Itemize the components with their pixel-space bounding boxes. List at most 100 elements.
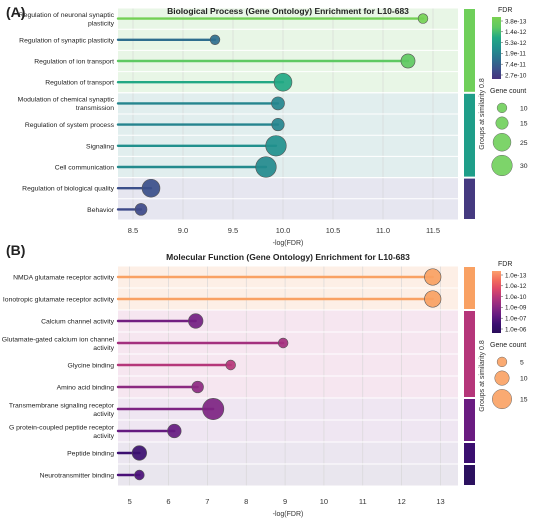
lollipop-point <box>209 34 221 45</box>
chart-biological-process: 8.5 9.0 9.5 10.0 10.5 11.0 11.5 Biological Proc… <box>18 6 528 247</box>
lollipop-point <box>131 445 147 461</box>
category-label: plasticity <box>88 20 115 27</box>
legend-fdr-label: 1.0e-07 <box>505 316 527 323</box>
x-tick-label: 9.0 <box>178 226 188 235</box>
legend-size-label: 30 <box>520 163 528 170</box>
category-label: Amino acid binding <box>57 385 115 392</box>
lollipop-point <box>265 135 287 157</box>
legend-size-circle <box>495 116 509 130</box>
panel-b-letter: (B) <box>6 242 26 258</box>
similarity-group-bar <box>464 465 475 485</box>
x-tick-label: 12 <box>397 497 405 506</box>
legend-size-label: 15 <box>520 397 528 404</box>
panel-a-letter: (A) <box>6 4 26 20</box>
legend-size-title: Gene count <box>490 88 526 95</box>
lollipop-point <box>188 313 204 329</box>
x-tick-label: 11 <box>359 497 367 506</box>
category-label: Regulation of neuronal synaptic <box>19 12 115 19</box>
legend-fdr-label: 1.0e-13 <box>505 272 527 279</box>
legend-fdr-label: 1.0e-06 <box>505 326 527 333</box>
similarity-group-bar <box>464 267 475 309</box>
lollipop-point <box>167 423 182 439</box>
legend-size-title: Gene count <box>490 342 526 349</box>
x-axis-label: -log(FDR) <box>273 511 304 518</box>
chart-title: Molecular Function (Gene Ontology) Enric… <box>166 252 410 262</box>
legend-fdr-label: 3.8e-13 <box>505 18 527 25</box>
chart-molecular-function: 5 6 7 8 9 10 11 12 13 Molecular Function (Gene On… <box>2 252 528 518</box>
legend-fdr-label: 1.0e-12 <box>505 283 527 290</box>
similarity-group-bar <box>464 9 475 92</box>
lollipop-point <box>424 290 442 308</box>
group-band <box>118 442 458 464</box>
category-label: Glycine binding <box>68 363 115 370</box>
category-label: activity <box>93 411 114 418</box>
category-label: Ionotropic glutamate receptor activity <box>3 297 115 304</box>
x-tick-label: 9.5 <box>228 226 238 235</box>
x-tick-label: 5 <box>128 497 132 506</box>
legend-size-circle <box>491 154 513 177</box>
similarity-group-bar <box>464 93 475 177</box>
category-label: transmission <box>76 105 114 112</box>
legend-fdr-colorbar <box>492 271 501 333</box>
x-tick-label: 11.0 <box>376 226 390 235</box>
legend-size-circle <box>492 389 512 410</box>
legend-fdr-label: 2.7e-10 <box>505 72 527 79</box>
group-band <box>118 464 458 486</box>
lollipop-point <box>424 268 442 286</box>
lollipop-point <box>202 398 225 420</box>
legend-size-label: 10 <box>520 105 528 112</box>
category-label: Peptide binding <box>67 451 114 458</box>
similarity-group-bar <box>464 443 475 463</box>
legend-fdr-label: 7.4e-11 <box>505 62 526 69</box>
x-tick-label: 10 <box>320 497 328 506</box>
category-label: Calcium channel activity <box>41 319 115 326</box>
x-tick-label: 7 <box>205 497 209 506</box>
legend-size-circle <box>492 133 512 152</box>
legend-fdr-title: FDR <box>498 261 512 268</box>
legend-size-circle <box>494 370 510 386</box>
legend-size-label: 5 <box>520 359 524 366</box>
category-label: activity <box>93 345 114 352</box>
category-label: NMDA glutamate receptor activity <box>13 275 114 282</box>
category-label: G protein-coupled peptide receptor <box>9 424 115 431</box>
lollipop-point <box>417 13 429 24</box>
legend-size-label: 10 <box>520 376 528 383</box>
chart-title: Biological Process (Gene Ontology) Enric… <box>167 6 409 16</box>
legend-fdr-label: 5.3e-12 <box>505 40 527 47</box>
category-label: Regulation of biological quality <box>22 186 114 193</box>
similarity-axis-label: Groups at similarity 0.8 <box>479 340 486 412</box>
x-tick-label: 8.5 <box>128 226 138 235</box>
legend-size-circle <box>496 102 508 114</box>
lollipop-point <box>225 359 236 371</box>
x-tick-label: 10.5 <box>326 226 341 235</box>
x-tick-label: 10.0 <box>276 226 291 235</box>
legend-size-label: 15 <box>520 121 528 128</box>
lollipop-point <box>277 337 289 349</box>
legend-fdr-label: 1.4e-12 <box>505 29 527 36</box>
category-label: activity <box>93 433 114 440</box>
legend-fdr-label: 1.9e-11 <box>505 51 526 58</box>
category-label: Neurotransmitter binding <box>40 473 115 480</box>
category-label: Regulation of synaptic plasticity <box>19 37 114 44</box>
category-label: Regulation of system process <box>25 122 115 129</box>
legend-fdr-title: FDR <box>498 7 512 14</box>
legend-fdr-label: 1.0e-09 <box>505 305 527 312</box>
x-axis-label: -log(FDR) <box>273 240 304 247</box>
x-tick-label: 9 <box>283 497 287 506</box>
category-label: Glutamate-gated calcium ion channel <box>2 336 115 343</box>
lollipop-point <box>271 96 285 111</box>
category-label: Regulation of ion transport <box>34 59 114 66</box>
similarity-axis-label: Groups at similarity 0.8 <box>479 78 486 150</box>
legend-fdr-label: 1.0e-10 <box>505 294 527 301</box>
category-label: Cell communication <box>55 165 115 172</box>
category-label: Behavior <box>87 207 115 214</box>
category-label: Transmembrane signaling receptor <box>9 402 115 409</box>
lollipop-point <box>255 156 277 178</box>
legend-size-circle <box>496 356 508 368</box>
lollipop-point <box>271 118 285 132</box>
lollipop-point <box>141 178 161 198</box>
x-tick-label: 11.5 <box>426 226 440 235</box>
category-label: Regulation of transport <box>45 80 114 87</box>
category-label: Signaling <box>86 143 114 150</box>
